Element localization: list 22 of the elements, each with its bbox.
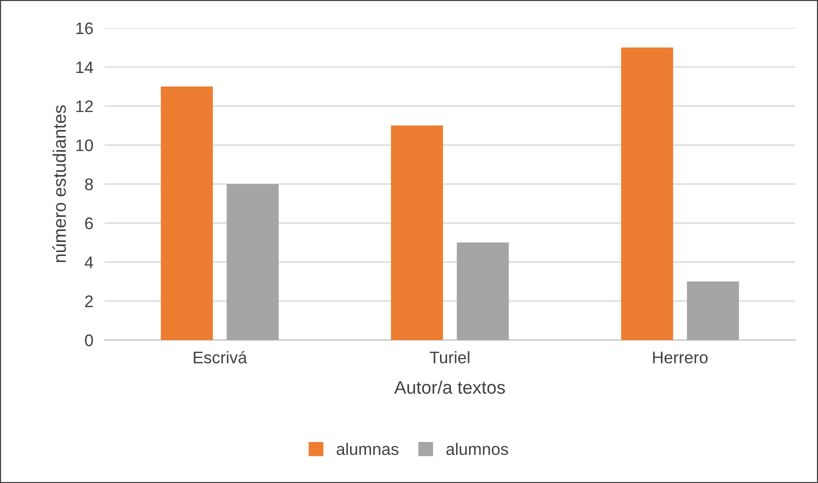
bar	[390, 126, 443, 340]
legend-label: alumnas	[336, 442, 398, 456]
bar	[160, 86, 213, 340]
x-tick-label: Herrero	[653, 352, 708, 364]
bar	[621, 48, 674, 340]
x-tick-label: Escrivá	[194, 350, 248, 364]
y-tick-label: 6	[85, 217, 93, 230]
bar	[686, 282, 739, 340]
y-tick-label: 16	[76, 22, 93, 34]
y-tick-label: 0	[84, 334, 93, 346]
legend-label: alumnos	[446, 442, 508, 456]
bar	[456, 242, 509, 340]
bar	[226, 184, 279, 340]
y-tick-label: 4	[84, 256, 94, 268]
x-axis-title: Autor/a textos	[394, 380, 505, 394]
y-axis-title: número estudiantes	[52, 105, 66, 262]
y-tick-label: 10	[76, 139, 93, 152]
x-tick-label: Turiel	[430, 351, 470, 364]
y-tick-label: 14	[76, 62, 94, 74]
y-tick-label: 2	[85, 295, 93, 308]
y-tick-label: 8	[85, 178, 93, 190]
y-tick-label: 12	[76, 100, 93, 112]
